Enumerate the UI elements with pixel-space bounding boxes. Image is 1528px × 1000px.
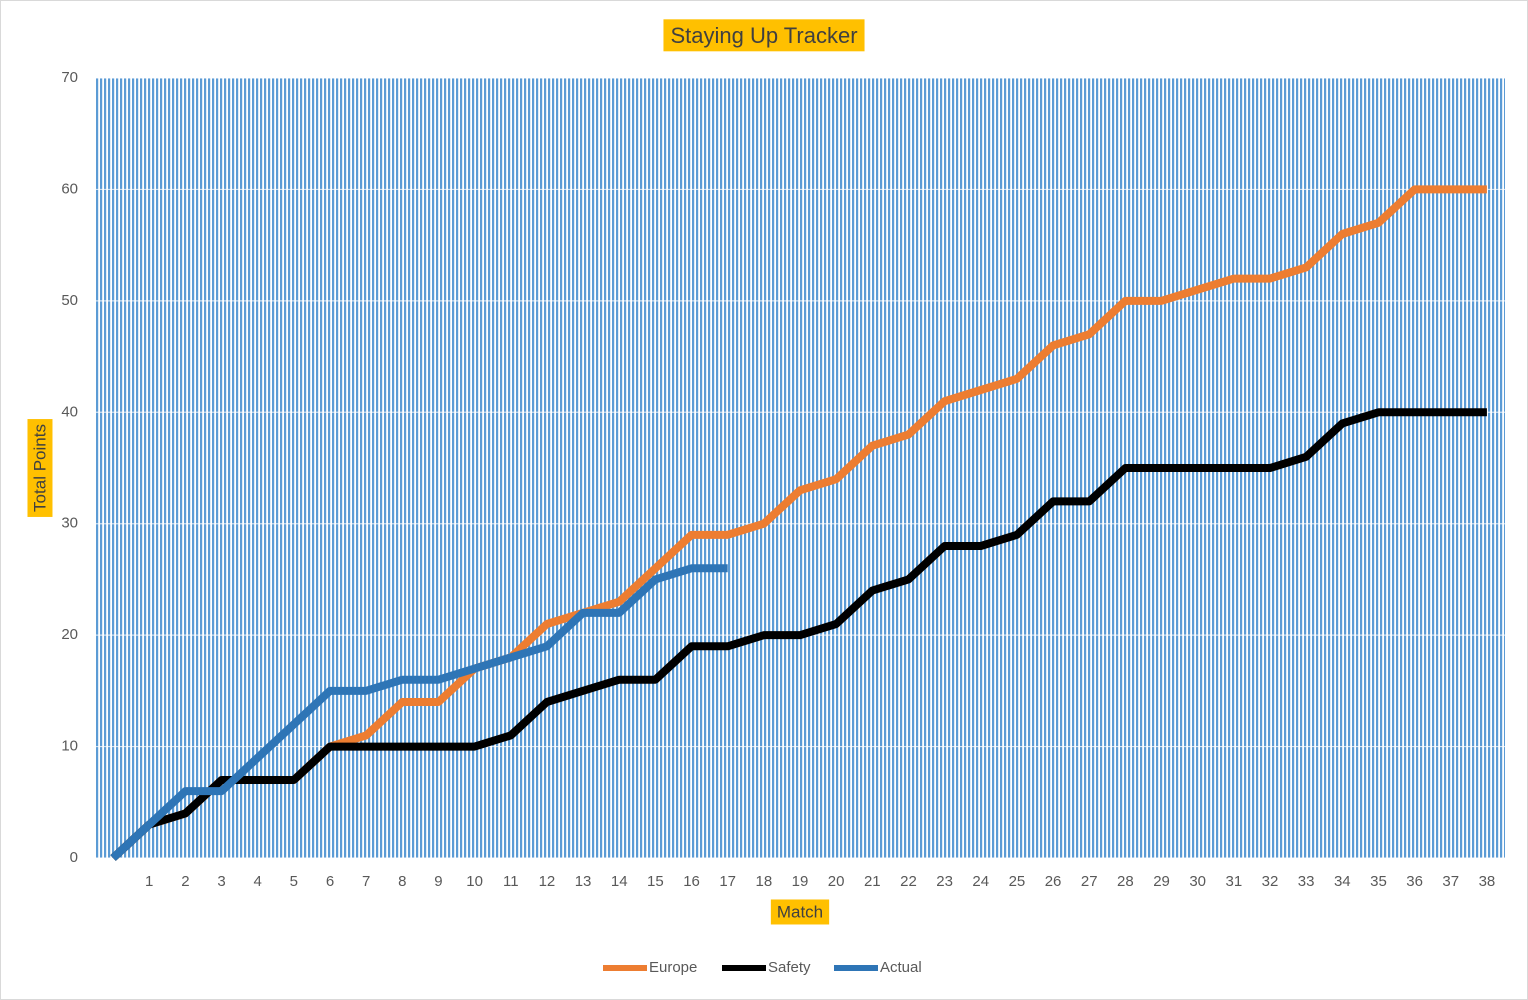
x-tick-label: 29 — [1153, 873, 1170, 890]
label-background — [27, 419, 53, 517]
x-tick-label: 24 — [972, 873, 989, 890]
x-tick-label: 9 — [434, 873, 442, 890]
plot-area — [95, 78, 1505, 858]
x-tick-label: 30 — [1189, 873, 1206, 890]
y-tick-label: 50 — [61, 292, 78, 309]
x-tick-label: 16 — [683, 873, 700, 890]
legend-label: Safety — [768, 959, 811, 976]
x-tick-label: 3 — [217, 873, 225, 890]
x-tick-label: 5 — [290, 873, 298, 890]
chart-title: Staying Up Tracker — [670, 23, 857, 48]
x-tick-label: 26 — [1045, 873, 1062, 890]
x-tick-label: 32 — [1262, 873, 1279, 890]
y-tick-label: 30 — [61, 515, 78, 532]
x-tick-label: 28 — [1117, 873, 1134, 890]
x-tick-label: 17 — [719, 873, 736, 890]
label-background — [770, 899, 830, 925]
x-tick-label: 4 — [254, 873, 262, 890]
y-tick-label: 10 — [61, 738, 78, 755]
x-tick-label: 12 — [539, 873, 556, 890]
x-tick-label: 18 — [756, 873, 773, 890]
x-axis-title: Match — [777, 902, 823, 921]
x-tick-label: 38 — [1479, 873, 1496, 890]
series-line — [110, 564, 728, 861]
y-tick-label: 40 — [61, 403, 78, 420]
x-tick-label: 8 — [398, 873, 406, 890]
x-tick-label: 31 — [1226, 873, 1243, 890]
y-tick-label: 20 — [61, 626, 78, 643]
x-tick-label: 15 — [647, 873, 664, 890]
y-axis-title: Total Points — [30, 424, 49, 512]
x-tick-label: 37 — [1442, 873, 1459, 890]
y-axis-title-group: Total Points — [27, 419, 53, 517]
x-tick-label: 14 — [611, 873, 628, 890]
x-tick-label: 22 — [900, 873, 917, 890]
y-tick-label: 70 — [61, 69, 78, 86]
legend-label: Actual — [880, 959, 922, 976]
x-tick-label: 23 — [936, 873, 953, 890]
series-line — [110, 408, 1487, 861]
x-tick-label: 1 — [145, 873, 153, 890]
x-tick-label: 13 — [575, 873, 592, 890]
x-tick-label: 11 — [503, 873, 519, 890]
x-tick-label: 36 — [1406, 873, 1423, 890]
x-tick-label: 35 — [1370, 873, 1387, 890]
x-tick-label: 6 — [326, 873, 334, 890]
x-tick-label: 7 — [362, 873, 370, 890]
x-tick-label: 19 — [792, 873, 809, 890]
x-tick-label: 25 — [1009, 873, 1026, 890]
x-tick-label: 21 — [864, 873, 881, 890]
x-tick-label: 33 — [1298, 873, 1315, 890]
x-tick-label: 20 — [828, 873, 845, 890]
x-tick-label: 34 — [1334, 873, 1351, 890]
y-tick-label: 60 — [61, 180, 78, 197]
label-background — [663, 19, 865, 52]
x-tick-label: 27 — [1081, 873, 1098, 890]
x-tick-label: 2 — [181, 873, 189, 890]
legend-label: Europe — [649, 959, 697, 976]
y-tick-label: 0 — [70, 849, 78, 866]
x-tick-label: 10 — [466, 873, 483, 890]
